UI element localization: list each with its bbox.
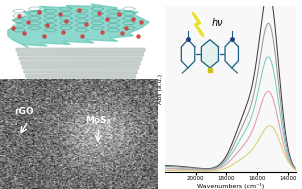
Point [104,18,109,21]
Point [139,21,144,24]
Point [136,34,141,37]
Point [16,14,21,17]
Point [63,19,68,22]
Point [37,10,42,13]
Point [21,32,26,35]
X-axis label: Wavenumbers (cm⁻¹): Wavenumbers (cm⁻¹) [197,183,264,189]
Point [120,32,125,35]
Point [45,24,50,27]
Point [57,13,62,16]
Text: MoS₂: MoS₂ [85,116,111,125]
Point [76,8,81,11]
Point [42,34,47,37]
Point [60,30,65,33]
Point [79,34,84,37]
Point [117,13,122,16]
Point [97,11,101,14]
Point [123,26,128,29]
Polygon shape [201,40,218,68]
Text: rGO: rGO [14,108,34,116]
Point [10,26,15,29]
Point [100,30,104,33]
Text: hν: hν [212,18,223,28]
Point [84,22,89,25]
Polygon shape [8,4,149,48]
Point [26,21,31,24]
Point [131,18,136,21]
Y-axis label: Abs (a.u.): Abs (a.u.) [158,74,163,104]
